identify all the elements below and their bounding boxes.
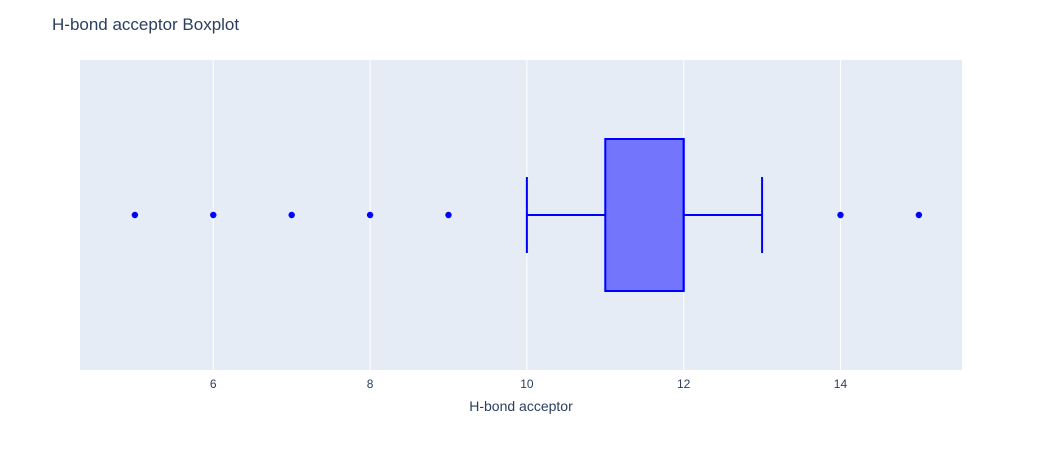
outlier-point	[210, 211, 217, 219]
x-tick-label: 10	[520, 377, 534, 391]
x-tick-label: 6	[210, 377, 217, 391]
chart-title: H-bond acceptor Boxplot	[52, 15, 239, 34]
plot-area	[80, 60, 962, 370]
outlier-point	[366, 211, 374, 219]
outlier-point	[837, 211, 844, 219]
box-trace	[525, 138, 764, 292]
outlier-point	[915, 211, 923, 219]
x-tick-label: 14	[834, 377, 848, 391]
x-axis-title: H-bond acceptor	[469, 398, 573, 414]
x-axis-ticks: 6 8 10 12 14	[210, 377, 848, 391]
interquartile-box	[604, 138, 685, 292]
outlier-point	[131, 211, 139, 219]
x-tick-label: 8	[367, 377, 374, 391]
outlier-point	[288, 211, 295, 219]
x-tick-label: 12	[677, 377, 691, 391]
outlier-point	[445, 211, 452, 219]
outlier-points	[131, 211, 923, 219]
